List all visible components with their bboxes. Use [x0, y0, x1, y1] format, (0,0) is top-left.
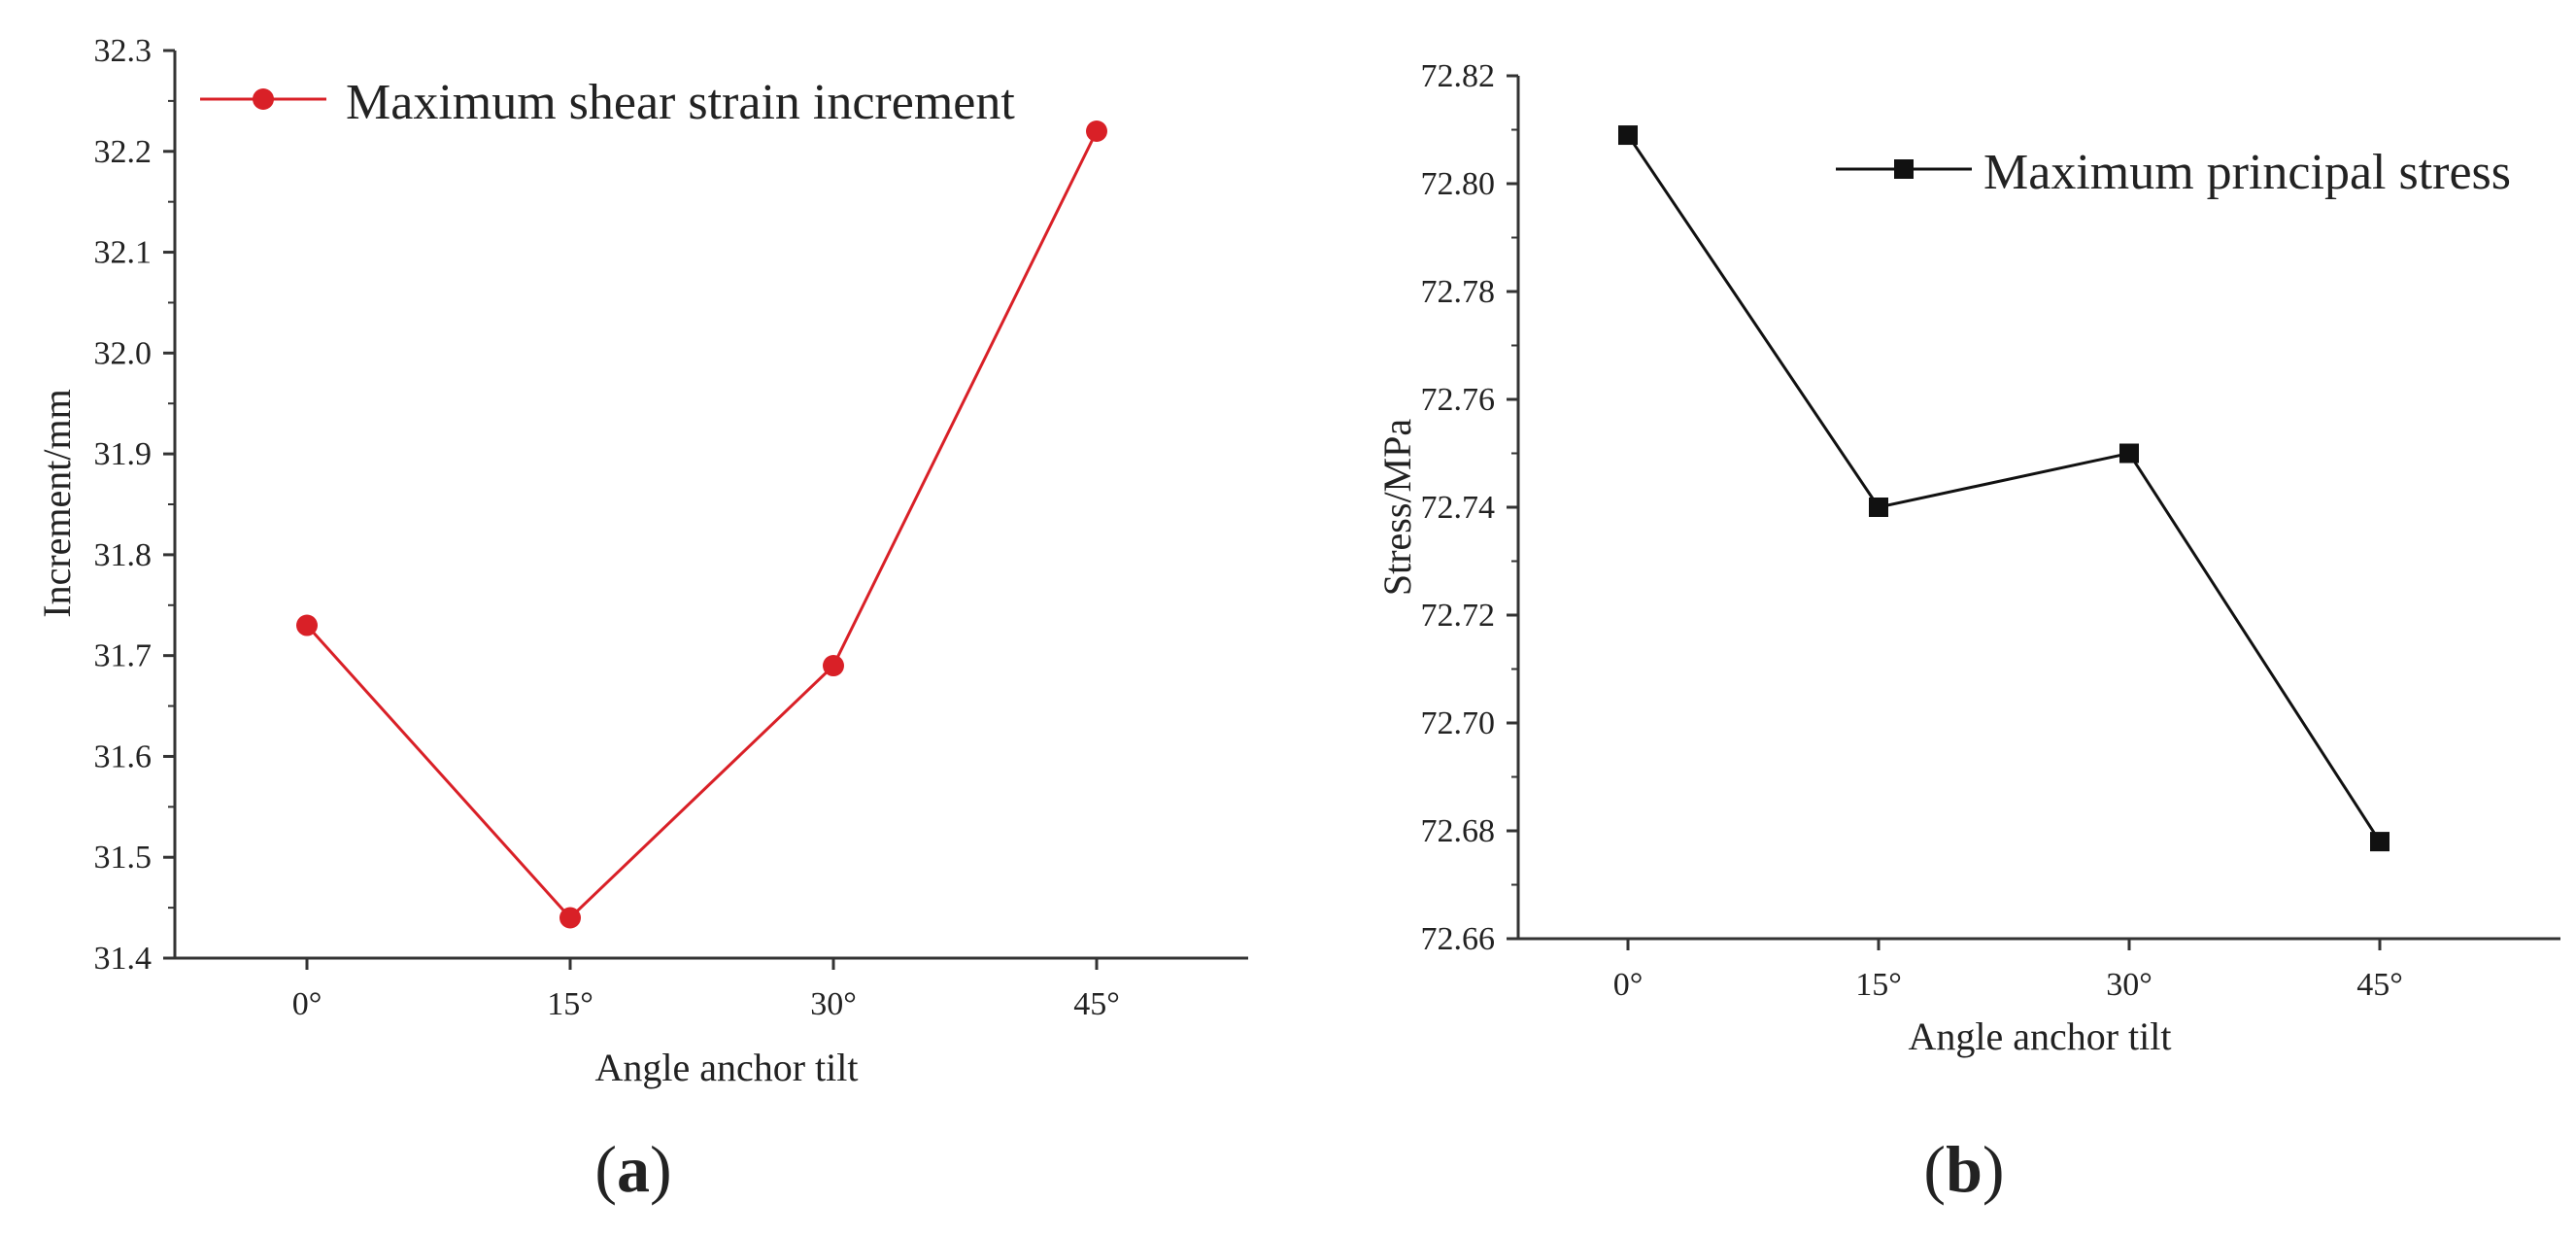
panel-a-caption: (a) [594, 1132, 671, 1206]
x-tick-label: 0° [292, 986, 322, 1022]
x-tick-label: 30° [2106, 967, 2152, 1003]
series-line [1626, 134, 2382, 842]
data-point [823, 655, 844, 677]
y-tick-label: 31.5 [94, 840, 153, 876]
y-tick-label: 72.70 [1421, 705, 1496, 741]
panel-a-y-axis-label: Increment/mm [35, 389, 79, 617]
y-tick-label: 31.8 [94, 537, 153, 573]
panel-a-y-ticks: 31.4 31.5 31.6 31.7 31.8 31.9 32.0 32.1 32.2 32.3 [94, 33, 175, 977]
panel-a-legend-marker [253, 88, 274, 110]
x-tick-label: 30° [810, 986, 857, 1022]
y-tick-label: 31.6 [94, 739, 153, 774]
series-line [305, 130, 1099, 920]
panel-a-x-axis-label: Angle anchor tilt [594, 1046, 858, 1089]
y-tick-label: 32.3 [94, 33, 153, 69]
y-tick-label: 32.1 [94, 235, 153, 271]
y-tick-label: 32.2 [94, 134, 153, 170]
y-tick-label: 72.80 [1421, 166, 1496, 202]
y-tick-label: 72.82 [1421, 58, 1496, 94]
x-tick-label: 45° [1073, 986, 1120, 1022]
panel-b-y-ticks: 72.66 72.68 72.70 72.72 72.74 72.76 72.78 72.80… [1421, 58, 1518, 957]
panel-a-caption-letter: a [617, 1132, 650, 1206]
panel-b-caption: (b) [1923, 1132, 2004, 1206]
y-tick-label: 31.9 [94, 436, 153, 472]
y-tick-label: 72.66 [1421, 921, 1496, 957]
data-point [1086, 120, 1107, 143]
y-tick-label: 31.4 [94, 941, 153, 977]
panel-b-x-ticks: 0° 15° 30° 45° [1613, 939, 2403, 1003]
panel-b-x-axis-label: Angle anchor tilt [1908, 1014, 2171, 1058]
y-tick-label: 72.68 [1421, 813, 1496, 849]
panel-b-caption-letter: b [1946, 1132, 1983, 1206]
data-point [2370, 832, 2390, 852]
panel-b-y-axis-label: Stress/MPa [1375, 419, 1419, 596]
y-tick-label: 31.7 [94, 638, 153, 674]
panel-b-legend-marker [1894, 159, 1914, 179]
panel-a-legend-label: Maximum shear strain increment [346, 75, 1015, 130]
y-tick-label: 72.74 [1421, 490, 1496, 526]
data-point [1869, 498, 1888, 517]
panel-b-legend-label: Maximum principal stress [1983, 145, 2511, 200]
x-tick-label: 15° [1855, 967, 1902, 1003]
x-tick-label: 15° [547, 986, 593, 1022]
x-tick-label: 0° [1613, 967, 1644, 1003]
panel-a: 31.4 31.5 31.6 31.7 31.8 31.9 32.0 32.1 32.2 32.3… [35, 33, 1248, 1206]
panel-b: 72.66 72.68 72.70 72.72 72.74 72.76 72.78 72.80… [1375, 58, 2560, 1206]
y-tick-label: 72.72 [1421, 598, 1496, 634]
y-tick-label: 32.0 [94, 335, 153, 371]
data-point [296, 614, 318, 636]
data-point [2119, 443, 2139, 464]
y-tick-label: 72.76 [1421, 382, 1496, 418]
panel-a-x-ticks: 0° 15° 30° 45° [292, 958, 1120, 1022]
x-tick-label: 45° [2356, 967, 2403, 1003]
panel-a-series [296, 120, 1107, 929]
data-point [1618, 125, 1638, 146]
data-point [559, 907, 581, 929]
panel-b-series [1618, 125, 2390, 852]
y-tick-label: 72.78 [1421, 274, 1496, 310]
